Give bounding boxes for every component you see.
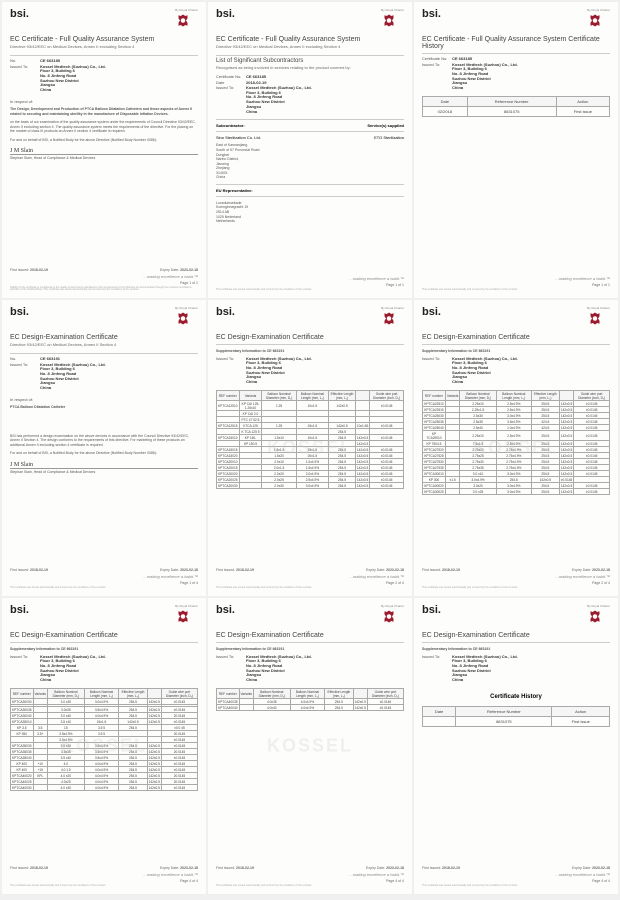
tagline: ...making excellence a habit.™ (10, 274, 198, 279)
cert-title: EC Certificate - Full Quality Assurance … (422, 36, 610, 50)
data-table-8: REF numberVariantsBalloon Nominal Diamet… (216, 688, 404, 711)
label-eurep: EU Representative: (216, 188, 253, 193)
cert-history-title: Certificate History (422, 694, 610, 700)
page-num: Page 1 of 1 (10, 281, 198, 285)
crest-icon (381, 609, 397, 627)
data-table-5: REF numberVariantsBalloon Nominal Diamet… (216, 390, 404, 489)
cert-2: bsi. By Royal Charter EC Certificate - F… (208, 2, 412, 298)
cert-title: EC Certificate - Full Quality Assurance … (10, 36, 198, 43)
first-issued: First Issued: 2018-02-19 (10, 268, 48, 272)
cert-7: KOSSEL bsi.By Royal Charter EC Design-Ex… (2, 598, 206, 894)
data-table-6: REF numberVariantsBalloon Nominal Diamet… (422, 390, 610, 495)
signatory: Stephan Slain, Head of Compliance & Medi… (10, 154, 198, 160)
cert-6: KOSSEL bsi.By Royal Charter EC Design-Ex… (414, 300, 618, 596)
body-text-2: For and on behalf of BSI, a Notified Bod… (10, 138, 198, 143)
data-table-7: REF numberVariantsBalloon Nominal Diamet… (10, 688, 198, 791)
watermark: KOSSEL (267, 736, 353, 757)
subcon-addr: East of Kannanjiang South of 57 Provinci… (216, 143, 404, 179)
bsi-logo: bsi. (422, 8, 441, 20)
royal-charter: By Royal Charter (175, 8, 198, 12)
bsi-logo: bsi. (216, 8, 235, 20)
cert-8: KOSSEL bsi.By Royal Charter EC Design-Ex… (208, 598, 412, 894)
respect-text: PTCA Balloon Dilatation Catheter (10, 405, 198, 410)
crest-icon (175, 609, 191, 627)
crest-icon (587, 13, 603, 31)
respect-text: The Design, Development and Production o… (10, 107, 198, 116)
crest-icon (175, 311, 191, 329)
cert-no: CE 663185 (40, 58, 60, 63)
label-respect: In respect of: (10, 99, 198, 104)
fine-print: Validity of this certificate is conditio… (10, 287, 198, 293)
eurep-addr: Loosduinsekade Koninginnegracht 19 2514 … (216, 201, 404, 224)
bsi-logo: bsi. (10, 306, 29, 318)
history-table: DateReference NumberAction 8631075First … (422, 706, 610, 727)
subcon-name: Sino Sterilization Co. Ltd. (216, 135, 261, 140)
label-issued: Issued To: (10, 64, 40, 69)
bsi-logo: bsi. (10, 8, 29, 20)
certificate-grid: bsi. By Royal Charter EC Certificate - F… (0, 0, 620, 896)
cert-5: KOSSEL bsi.By Royal Charter EC Design-Ex… (208, 300, 412, 596)
body-text-1: on the basis of our examination of the q… (10, 120, 198, 134)
service-name: ETO Sterilization (374, 135, 404, 140)
crest-icon (175, 13, 191, 31)
cert-subtitle: Directive 93/42/EEC on Medical Devices, … (10, 44, 198, 49)
cert-title: EC Design-Examination Certificate (10, 334, 198, 341)
label-subcon: Subcontractor: (216, 123, 245, 128)
subcon-title: List of Significant Subcontractors (216, 58, 404, 64)
crest-icon (381, 311, 397, 329)
cert-title: EC Certificate - Full Quality Assurance … (216, 36, 404, 43)
history-table: DateReference NumberAction 02/2018863107… (422, 96, 610, 117)
company-addr: Floor 3, Building 6No. 8 Jinfeng RoadSuz… (40, 69, 198, 93)
label-services: Service(s) supplied (367, 123, 404, 128)
crest-icon (587, 311, 603, 329)
cert-1: bsi. By Royal Charter EC Certificate - F… (2, 2, 206, 298)
cert-9: bsi.By Royal Charter EC Design-Examinati… (414, 598, 618, 894)
crest-icon (587, 609, 603, 627)
cert-3: bsi. By Royal Charter EC Certificate - F… (414, 2, 618, 298)
crest-icon (381, 13, 397, 31)
cert-4: bsi. By Royal Charter EC Design-Examinat… (2, 300, 206, 596)
expiry: Expiry Date: 2023-02-18 (160, 268, 198, 272)
label-no: No. (10, 58, 40, 63)
